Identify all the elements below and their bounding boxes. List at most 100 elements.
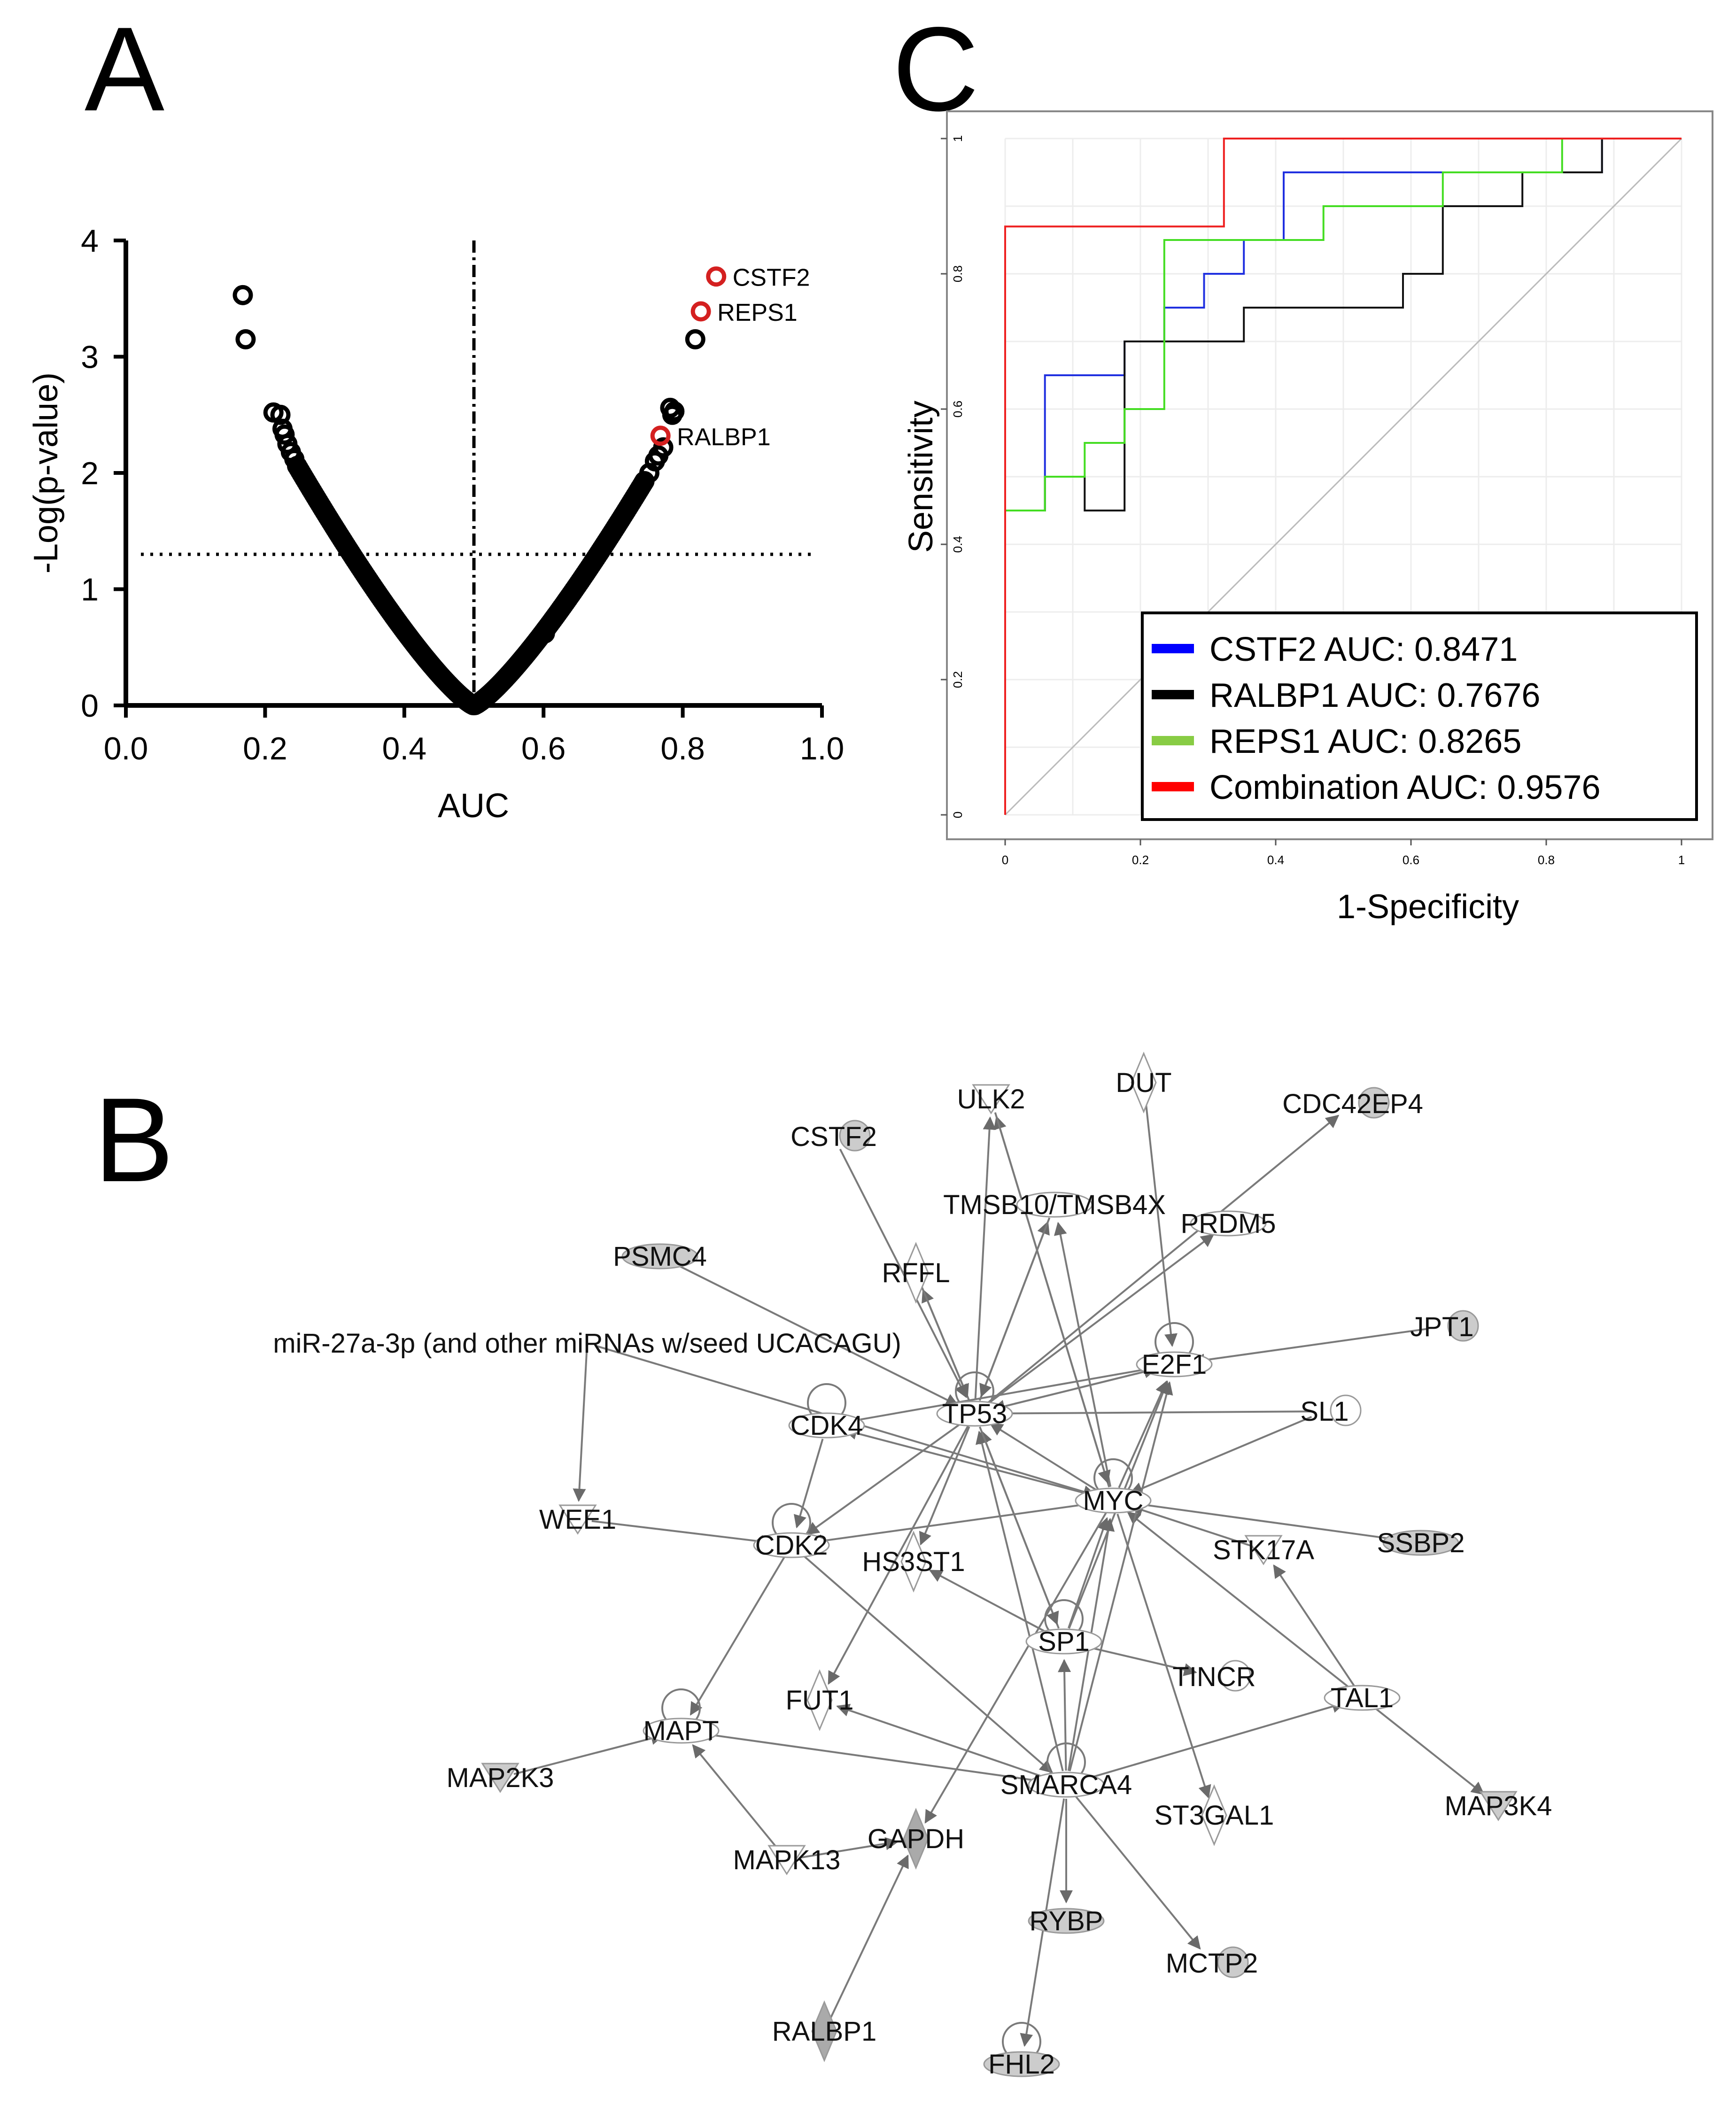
- a-data-point: [235, 329, 256, 349]
- network-node-shape: [1447, 1310, 1479, 1342]
- network-node-label: FUT1: [786, 1685, 854, 1716]
- network-node-rffl[interactable]: RFFL: [882, 1242, 950, 1304]
- network-node-map3k4[interactable]: MAP3K4: [1445, 1791, 1552, 1821]
- network-node-ulk2[interactable]: ULK2: [957, 1084, 1025, 1114]
- network-edge: [690, 1556, 785, 1716]
- network-node-tincr[interactable]: TINCR: [1172, 1660, 1256, 1692]
- network-node-shape: [1244, 1535, 1283, 1565]
- network-edge: [806, 1421, 964, 1535]
- c-legend-swatch: [1152, 782, 1194, 791]
- a-y-tick-label: 1: [81, 572, 99, 608]
- a-x-tick-label: 0.0: [104, 731, 148, 766]
- c-y-tick-label: 0.8: [951, 265, 965, 282]
- network-node-dut[interactable]: DUT: [1116, 1052, 1172, 1114]
- panel-label-c: C: [892, 2, 979, 136]
- network-node-sp1[interactable]: SP1: [1025, 1626, 1102, 1657]
- network-node-label: SL1: [1300, 1396, 1348, 1427]
- network-node-shape: [1324, 1685, 1401, 1711]
- c-legend-swatch: [1152, 644, 1194, 653]
- network-node-wee1[interactable]: WEE1: [539, 1504, 616, 1535]
- network-edge: [1074, 1795, 1201, 1950]
- network-node-mapk13[interactable]: MAPK13: [733, 1845, 841, 1875]
- network-node-label: RALBP1: [772, 2016, 876, 2047]
- network-edge: [919, 1426, 970, 1546]
- panel-c-roc-chart: 0 0.2 0.4 0.6 0.8 1 0 0.2 0.4 0.6 0.8 1 1-Specifici…: [902, 110, 1713, 926]
- network-node-label: CDC42EP4: [1282, 1089, 1423, 1119]
- network-node-shape: [1190, 1210, 1267, 1237]
- c-legend-label: RALBP1 AUC: 0.7676: [1209, 677, 1540, 714]
- network-node-jpt1[interactable]: JPT1: [1410, 1310, 1479, 1342]
- a-x-tick-label: 1.0: [800, 731, 845, 766]
- network-node-myc[interactable]: MYC: [1075, 1486, 1152, 1516]
- network-edge: [1068, 1517, 1109, 1629]
- network-node-mapt[interactable]: MAPT: [643, 1716, 720, 1746]
- network-node-shape: [1358, 1087, 1390, 1119]
- network-node-mir27a[interactable]: miR-27a-3p (and other miRNAs w/seed UCAC…: [273, 1328, 901, 1359]
- network-node-mctp2[interactable]: MCTP2: [1166, 1946, 1258, 1979]
- network-node-e2f1[interactable]: E2F1: [1136, 1349, 1213, 1380]
- network-node-stk17a[interactable]: STK17A: [1213, 1535, 1314, 1565]
- network-node-label: GAPDH: [868, 1824, 964, 1854]
- network-edge: [828, 1425, 969, 1685]
- network-node-shape: [1075, 1487, 1152, 1514]
- network-node-tal1[interactable]: TAL1: [1324, 1683, 1401, 1713]
- network-node-shape: [806, 1669, 833, 1731]
- c-y-tick-label: 1: [951, 135, 965, 142]
- a-x-tick-label: 0.4: [382, 731, 427, 766]
- network-edge: [924, 1512, 1107, 1824]
- a-y-tick-label: 4: [81, 223, 99, 259]
- a-y-tick-label: 3: [81, 340, 99, 375]
- network-edge: [974, 1116, 996, 1400]
- c-x-axis-label: 1-Specificity: [1337, 888, 1519, 926]
- network-node-smarca4[interactable]: SMARCA4: [1000, 1770, 1132, 1800]
- network-node-fhl2[interactable]: FHL2: [983, 2049, 1060, 2080]
- network-node-sl1[interactable]: SL1: [1300, 1394, 1362, 1427]
- network-node-label: MAPT: [643, 1716, 719, 1746]
- c-y-tick-label: 0.4: [951, 536, 965, 553]
- network-node-tmsb10[interactable]: TMSB10/TMSB4X: [943, 1190, 1166, 1220]
- network-node-shape: [481, 1763, 519, 1793]
- network-node-cstf2[interactable]: CSTF2: [790, 1120, 877, 1152]
- network-edge: [976, 1431, 1064, 1772]
- network-node-shape: [903, 1242, 929, 1304]
- network-edge: [1054, 1222, 1112, 1487]
- network-node-gapdh[interactable]: GAPDH: [868, 1808, 964, 1870]
- network-node-ralbp1[interactable]: RALBP1: [772, 2000, 876, 2062]
- c-x-tick-label: 0.2: [1132, 853, 1149, 867]
- network-node-label: SSBP2: [1377, 1528, 1465, 1558]
- network-edge: [984, 1114, 1340, 1406]
- network-node-tp53[interactable]: TP53: [936, 1399, 1013, 1429]
- network-node-shape: [1219, 1660, 1251, 1692]
- network-node-cdc42ep4[interactable]: CDC42EP4: [1282, 1087, 1423, 1119]
- network-node-cdk2[interactable]: CDK2: [753, 1530, 830, 1561]
- c-legend-label: CSTF2 AUC: 0.8471: [1209, 631, 1518, 668]
- network-node-label: CSTF2: [790, 1122, 877, 1152]
- network-node-label: MCTP2: [1166, 1948, 1258, 1979]
- network-node-cdk4[interactable]: CDK4: [788, 1410, 865, 1441]
- network-node-rybp[interactable]: RYBP: [1028, 1906, 1105, 1936]
- network-node-shape: [788, 1412, 865, 1439]
- network-edge: [1118, 1380, 1168, 1488]
- network-node-shape: [1028, 1772, 1105, 1798]
- network-node-shape: [900, 1531, 927, 1593]
- network-node-ssbp2[interactable]: SSBP2: [1377, 1528, 1465, 1558]
- network-node-hs3st1[interactable]: HS3ST1: [862, 1531, 965, 1593]
- network-node-label: PSMC4: [613, 1241, 707, 1272]
- network-node-map2k3[interactable]: MAP2K3: [447, 1763, 554, 1793]
- network-node-psmc4[interactable]: PSMC4: [613, 1241, 707, 1272]
- network-edge: [989, 1423, 1102, 1494]
- network-edge: [800, 1837, 899, 1859]
- network-node-st3gal1[interactable]: ST3GAL1: [1155, 1784, 1274, 1846]
- c-x-tick-label: 0.4: [1267, 853, 1284, 867]
- a-data-point: [535, 623, 555, 644]
- network-node-shape: [558, 1504, 597, 1535]
- network-node-shape: [1131, 1052, 1157, 1114]
- network-node-prdm5[interactable]: PRDM5: [1180, 1208, 1276, 1239]
- network-edge: [992, 1367, 1161, 1413]
- c-x-tick-label: 0.8: [1538, 853, 1555, 867]
- network-node-fut1[interactable]: FUT1: [786, 1669, 854, 1731]
- network-node-label: HS3ST1: [862, 1547, 965, 1577]
- a-x-tick-label: 0.8: [660, 731, 705, 766]
- c-roc-line-reps1: [1004, 138, 1682, 815]
- network-edge: [1144, 1096, 1178, 1347]
